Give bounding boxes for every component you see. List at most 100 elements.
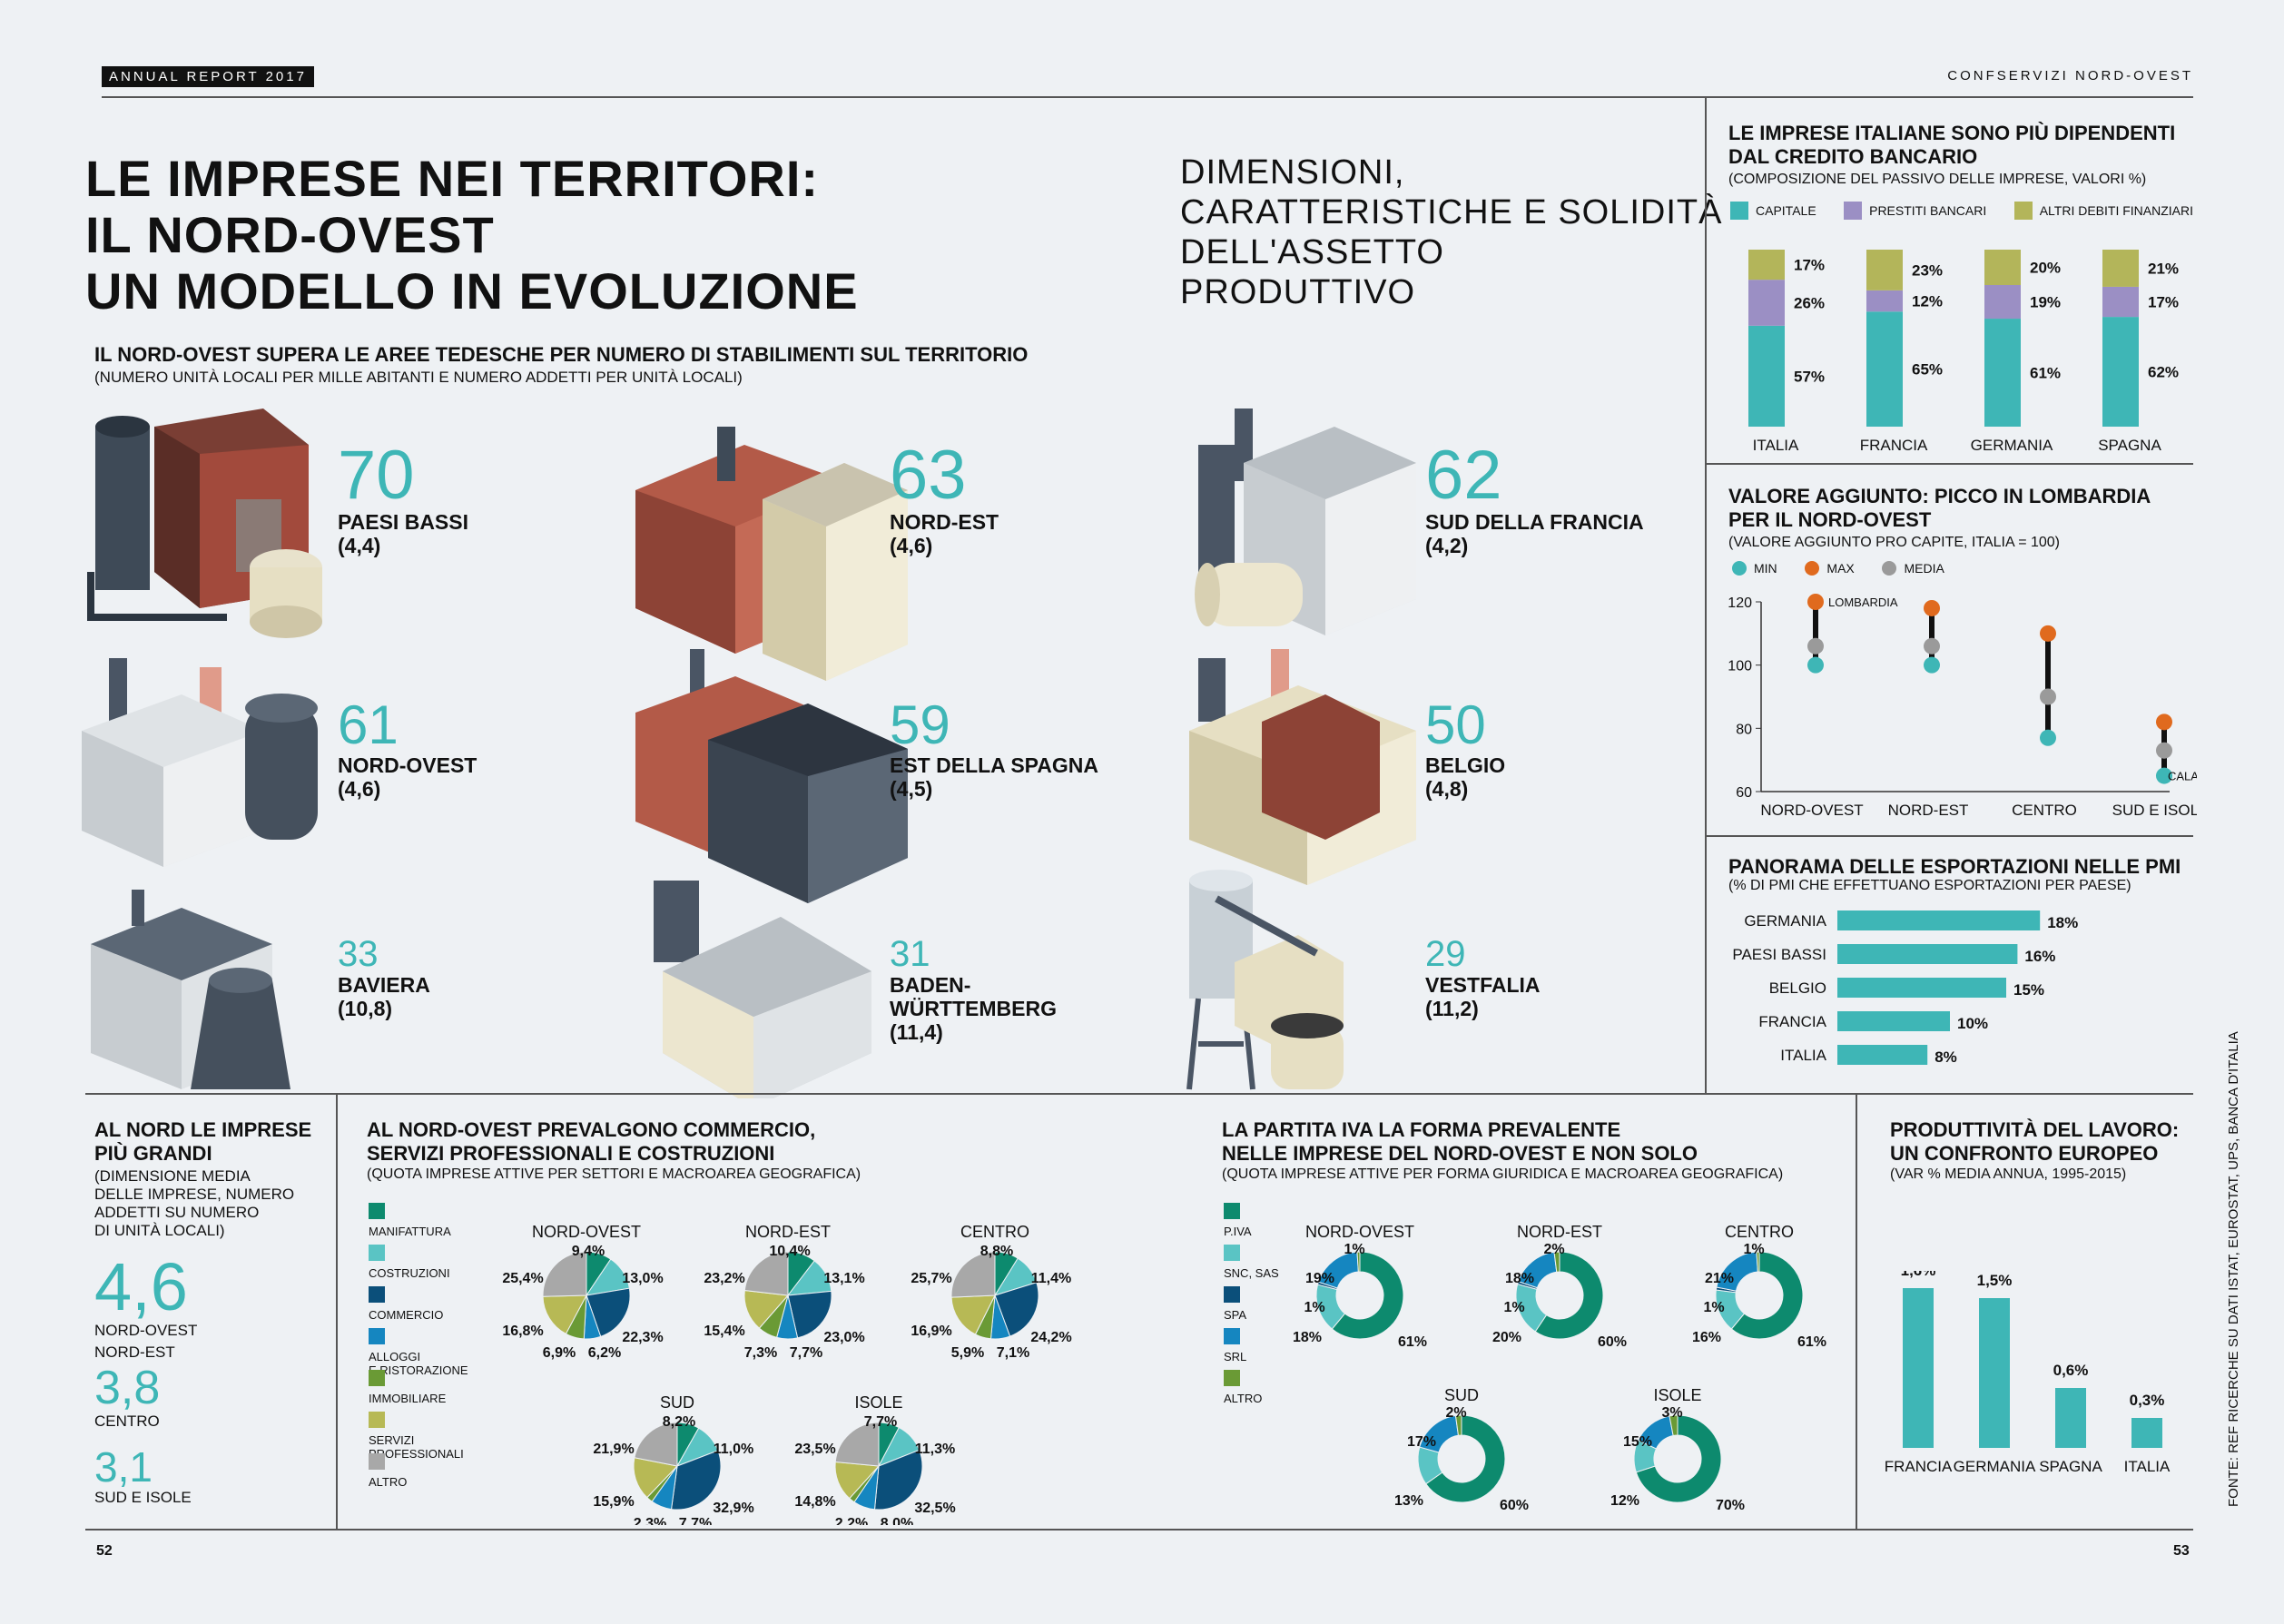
donut-value-label: 1% (1503, 1300, 1524, 1315)
productivity-bar (1903, 1288, 1934, 1448)
stack-bar-segment (1984, 319, 2021, 427)
valore-legend: MIN MAX MEDIA (1732, 561, 1968, 580)
productivity-bar (1979, 1298, 2010, 1448)
region-value: 59 (890, 694, 950, 755)
bar-value-label: 23% (1912, 261, 1943, 279)
donut-slice (1454, 1414, 1462, 1436)
pie-value-label: 7,7% (864, 1414, 897, 1430)
pie-value-label: 16,9% (911, 1324, 951, 1339)
bar-value-label: 0,6% (2053, 1362, 2089, 1379)
size-value: 3,1 (94, 1443, 153, 1491)
stack-bar-segment (1866, 290, 1903, 312)
export-title: PANORAMA DELLE ESPORTAZIONI NELLE PMI (1728, 855, 2181, 878)
donut-slice (1331, 1251, 1404, 1340)
region-name: BELGIO (1425, 753, 1506, 777)
donut-value-label: 60% (1500, 1498, 1529, 1513)
valore-title: VALORE AGGIUNTO: PICCO IN LOMBARDIA PER … (1728, 485, 2151, 531)
pie-value-label: 2,2% (835, 1516, 868, 1525)
legend-swatch (1224, 1370, 1240, 1386)
pie-slice (542, 1251, 587, 1297)
donut-value-label: 70% (1716, 1498, 1745, 1513)
credito-subtitle: (COMPOSIZIONE DEL PASSIVO DELLE IMPRESE,… (1728, 172, 2147, 187)
donut-slice (1356, 1251, 1361, 1273)
pie-value-label: 10,4% (769, 1244, 810, 1259)
pie-slice (834, 1422, 880, 1467)
page-number-left: 52 (96, 1543, 113, 1559)
pie-slice (633, 1457, 678, 1499)
legend-swatch (369, 1245, 385, 1261)
legend-item: MAX (1805, 561, 1855, 576)
donut-slice (1669, 1414, 1679, 1437)
region-card-est-spagna: 59 EST DELLA SPAGNA (4,5) (890, 694, 1098, 802)
stack-bar-segment (1748, 325, 1785, 427)
size-title: AL NORD LE IMPRESE PIÙ GRANDI (94, 1118, 312, 1165)
pie-slice (670, 1450, 722, 1511)
donut-value-label: 12% (1610, 1493, 1639, 1509)
pie-value-label: 11,3% (915, 1442, 955, 1457)
legend-swatch (369, 1412, 385, 1428)
category-label: NORD-OVEST (1760, 802, 1863, 819)
category-label: NORD-EST (1888, 802, 1969, 819)
pie-value-label: 23,0% (823, 1330, 864, 1345)
donut-value-label: 13% (1394, 1493, 1423, 1509)
size-item-centro: 3,8 CENTRO (94, 1363, 160, 1431)
bar-value-label: 21% (2148, 260, 2179, 277)
region-extra: (4,6) (338, 777, 381, 801)
category-label: FRANCIA (1860, 437, 1928, 454)
pie-value-label: 15,9% (593, 1494, 634, 1510)
pie-title: NORD-EST (745, 1223, 831, 1241)
bar-value-label: 62% (2148, 364, 2179, 381)
region-card-vestfalia: 29 VESTFALIA (11,2) (1425, 935, 1541, 1020)
stack-bar-segment (1748, 250, 1785, 281)
legend-item: CAPITALE (1730, 202, 1816, 220)
export-chart: GERMANIA 18% PAESI BASSI 16% BELGIO 15% FRANCI… (1732, 910, 2078, 1066)
org-name: CONFSERVIZI NORD-OVEST (1947, 68, 2193, 84)
donut-title: NORD-OVEST (1305, 1223, 1414, 1241)
region-value: 29 (1425, 934, 1466, 974)
region-value: 70 (338, 437, 415, 514)
donut-value-label: 19% (1305, 1271, 1334, 1286)
pie-value-label: 24,2% (1030, 1330, 1071, 1345)
stack-bar-segment (2102, 317, 2139, 427)
max-point (2040, 625, 2056, 642)
factory-vestfalia-icon (1186, 870, 1344, 1090)
right-column-divider (1705, 98, 1707, 1093)
region-name: SUD DELLA FRANCIA (1425, 510, 1644, 534)
min-point (1807, 656, 1824, 674)
max-point (1807, 594, 1824, 610)
donut-value-label: 1% (1743, 1242, 1764, 1257)
bar-value-label: 61% (2030, 365, 2061, 382)
category-label: ITALIA (1753, 437, 1799, 454)
category-label: GERMANIA (1744, 912, 1826, 930)
forma-chart: P.IVA SNC, SAS SPA SRL ALTRO NORD-OVEST 61% 18%… (1224, 1203, 1826, 1513)
legend-label: IMMOBILIARE (369, 1392, 447, 1405)
region-extra: (11,4) (890, 1020, 943, 1044)
legend-label: COSTRUZIONI (369, 1266, 450, 1280)
produttivita-chart: 1,6% FRANCIA 1,5% GERMANIA 0,6% SPAGNA 0,3% ITA… (1885, 1271, 2171, 1475)
region-card-nord-ovest: 61 NORD-OVEST (4,6) (338, 697, 477, 802)
bar-value-label: 19% (2030, 294, 2061, 311)
pie-value-label: 8,8% (980, 1244, 1013, 1259)
category-label: CENTRO (2012, 802, 2077, 819)
factory-baviera-icon (91, 890, 290, 1089)
legend-swatch (369, 1286, 385, 1303)
min-point (1924, 656, 1940, 674)
legend-label: COMMERCIO (369, 1308, 443, 1322)
annotation-label: LOMBARDIA (1828, 595, 1898, 609)
donut-value-label: 20% (1492, 1330, 1521, 1345)
bar-value-label: 17% (1794, 257, 1825, 274)
legend-label: ALLOGGI (369, 1350, 420, 1363)
factory-sud-francia-icon (1195, 408, 1416, 635)
region-extra: (11,2) (1425, 997, 1479, 1020)
legend-label: ALTRO (369, 1475, 407, 1489)
donut-value-label: 21% (1705, 1271, 1734, 1286)
size-label: NORD-EST (94, 1343, 175, 1361)
size-value: 4,6 (94, 1249, 188, 1324)
region-extra: (10,8) (338, 997, 393, 1020)
pie-value-label: 7,1% (997, 1345, 1029, 1361)
legend-label: P.IVA (1224, 1225, 1252, 1238)
footer-rule (85, 1529, 2193, 1530)
region-name: VESTFALIA (1425, 973, 1541, 997)
credito-legend: CAPITALE PRESTITI BANCARI ALTRI DEBITI F… (1730, 202, 2217, 224)
donut-value-label: 3% (1661, 1405, 1682, 1421)
